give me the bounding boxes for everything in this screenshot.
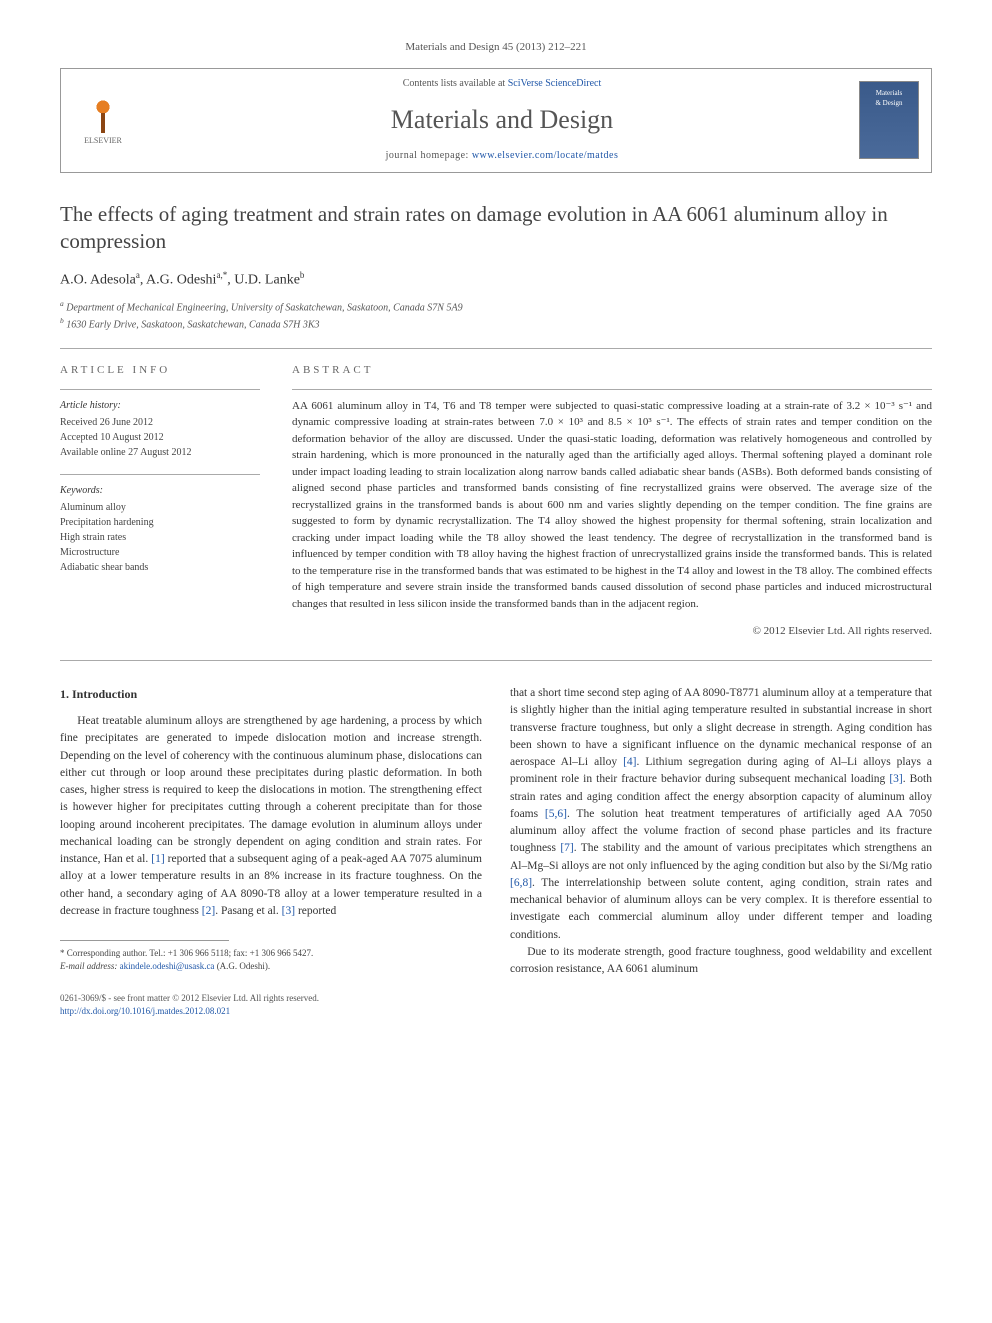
email-line: E-mail address: akindele.odeshi@usask.ca… (60, 960, 482, 973)
divider (60, 348, 932, 349)
journal-cover-thumbnail: Materials & Design (859, 81, 919, 159)
body-paragraph: Heat treatable aluminum alloys are stren… (60, 713, 482, 920)
divider (60, 660, 932, 661)
homepage-line: journal homepage: www.elsevier.com/locat… (145, 149, 859, 164)
history-accepted: Accepted 10 August 2012 (60, 430, 260, 445)
article-title: The effects of aging treatment and strai… (60, 201, 932, 256)
homepage-link[interactable]: www.elsevier.com/locate/matdes (472, 150, 619, 161)
keyword: Precipitation hardening (60, 515, 260, 530)
affiliation-a: a Department of Mechanical Engineering, … (60, 299, 932, 315)
body-paragraph: Due to its moderate strength, good fract… (510, 944, 932, 979)
email-label: E-mail address: (60, 961, 117, 971)
keyword: Microstructure (60, 545, 260, 560)
citation-link[interactable]: [5,6] (545, 808, 567, 820)
body-paragraph: that a short time second step aging of A… (510, 685, 932, 944)
abstract-copyright: © 2012 Elsevier Ltd. All rights reserved… (292, 624, 932, 640)
history-head: Article history: (60, 398, 260, 413)
article-info-heading: ARTICLE INFO (60, 363, 260, 379)
keyword: Adiabatic shear bands (60, 560, 260, 575)
abstract-text: AA 6061 aluminum alloy in T4, T6 and T8 … (292, 398, 932, 613)
citation-link[interactable]: [1] (151, 853, 164, 865)
keyword: High strain rates (60, 530, 260, 545)
info-abstract-row: ARTICLE INFO Article history: Received 2… (60, 363, 932, 640)
sciencedirect-link[interactable]: SciVerse ScienceDirect (508, 78, 602, 89)
homepage-prefix: journal homepage: (386, 150, 472, 161)
doi-link[interactable]: 10.1016/j.matdes.2012.08.021 (121, 1006, 230, 1016)
email-owner: (A.G. Odeshi). (217, 961, 271, 971)
divider (60, 389, 260, 390)
right-column: that a short time second step aging of A… (510, 685, 932, 1017)
elsevier-tree-icon (83, 93, 123, 133)
left-column: 1. Introduction Heat treatable aluminum … (60, 685, 482, 1017)
document-footer: 0261-3069/$ - see front matter © 2012 El… (60, 992, 482, 1017)
footnotes: * Corresponding author. Tel.: +1 306 966… (60, 947, 482, 972)
citation-link[interactable]: [7] (560, 842, 573, 854)
doi-line: http://dx.doi.org/10.1016/j.matdes.2012.… (60, 1005, 482, 1018)
journal-citation: Materials and Design 45 (2013) 212–221 (60, 40, 932, 56)
corresponding-author-note: * Corresponding author. Tel.: +1 306 966… (60, 947, 482, 960)
footnote-separator (60, 940, 229, 941)
contents-prefix: Contents lists available at (403, 78, 508, 89)
abstract-column: ABSTRACT AA 6061 aluminum alloy in T4, T… (292, 363, 932, 640)
divider (60, 474, 260, 475)
citation-link[interactable]: [4] (623, 756, 636, 768)
cover-line1: Materials (876, 88, 902, 98)
header-center: Contents lists available at SciVerse Sci… (145, 77, 859, 164)
elsevier-logo: ELSEVIER (73, 85, 133, 155)
section-heading: 1. Introduction (60, 685, 482, 703)
section-number: 1. (60, 687, 69, 701)
publisher-name: ELSEVIER (84, 135, 122, 147)
journal-header: ELSEVIER Contents lists available at Sci… (60, 68, 932, 173)
citation-link[interactable]: [6,8] (510, 877, 532, 889)
affiliation-b: b 1630 Early Drive, Saskatoon, Saskatche… (60, 316, 932, 332)
doi-prefix-link[interactable]: http://dx.doi.org/ (60, 1006, 121, 1016)
affiliations: a Department of Mechanical Engineering, … (60, 299, 932, 332)
issn-line: 0261-3069/$ - see front matter © 2012 El… (60, 992, 482, 1005)
citation-link[interactable]: [3] (282, 905, 295, 917)
keywords-head: Keywords: (60, 483, 260, 498)
email-link[interactable]: akindele.odeshi@usask.ca (120, 961, 215, 971)
citation-link[interactable]: [3] (889, 773, 902, 785)
journal-title: Materials and Design (145, 101, 859, 139)
divider (292, 389, 932, 390)
history-block: Article history: Received 26 June 2012 A… (60, 398, 260, 460)
citation-link[interactable]: [2] (202, 905, 215, 917)
history-received: Received 26 June 2012 (60, 415, 260, 430)
author-list: A.O. Adesolaa, A.G. Odeshia,*, U.D. Lank… (60, 269, 932, 291)
keywords-block: Keywords: Aluminum alloy Precipitation h… (60, 483, 260, 575)
article-info: ARTICLE INFO Article history: Received 2… (60, 363, 260, 640)
cover-line2: & Design (875, 98, 902, 108)
history-online: Available online 27 August 2012 (60, 445, 260, 460)
contents-line: Contents lists available at SciVerse Sci… (145, 77, 859, 92)
abstract-heading: ABSTRACT (292, 363, 932, 379)
body-columns: 1. Introduction Heat treatable aluminum … (60, 685, 932, 1017)
section-title: Introduction (72, 687, 137, 701)
keyword: Aluminum alloy (60, 500, 260, 515)
